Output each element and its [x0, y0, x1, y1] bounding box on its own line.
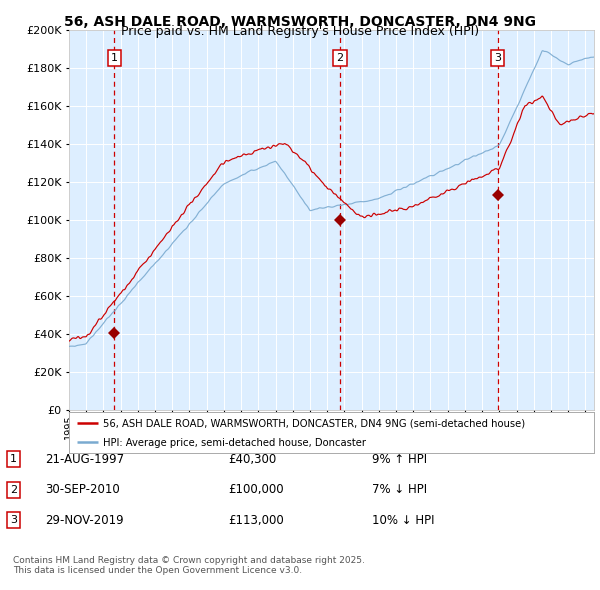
Text: HPI: Average price, semi-detached house, Doncaster: HPI: Average price, semi-detached house,…	[103, 438, 366, 447]
Text: 2: 2	[337, 53, 344, 63]
Text: 30-SEP-2010: 30-SEP-2010	[45, 483, 120, 496]
Text: 1: 1	[10, 454, 17, 464]
Text: 29-NOV-2019: 29-NOV-2019	[45, 514, 124, 527]
Text: Contains HM Land Registry data © Crown copyright and database right 2025.
This d: Contains HM Land Registry data © Crown c…	[13, 556, 365, 575]
Text: 7% ↓ HPI: 7% ↓ HPI	[372, 483, 427, 496]
Text: 1: 1	[111, 53, 118, 63]
Text: £100,000: £100,000	[228, 483, 284, 496]
Text: £113,000: £113,000	[228, 514, 284, 527]
Text: 56, ASH DALE ROAD, WARMSWORTH, DONCASTER, DN4 9NG (semi-detached house): 56, ASH DALE ROAD, WARMSWORTH, DONCASTER…	[103, 418, 525, 428]
Text: Price paid vs. HM Land Registry's House Price Index (HPI): Price paid vs. HM Land Registry's House …	[121, 25, 479, 38]
Text: 3: 3	[10, 516, 17, 525]
Text: £40,300: £40,300	[228, 453, 276, 466]
Text: 56, ASH DALE ROAD, WARMSWORTH, DONCASTER, DN4 9NG: 56, ASH DALE ROAD, WARMSWORTH, DONCASTER…	[64, 15, 536, 30]
Text: 21-AUG-1997: 21-AUG-1997	[45, 453, 124, 466]
Text: 3: 3	[494, 53, 501, 63]
Text: 2: 2	[10, 485, 17, 494]
Text: 9% ↑ HPI: 9% ↑ HPI	[372, 453, 427, 466]
Text: 10% ↓ HPI: 10% ↓ HPI	[372, 514, 434, 527]
